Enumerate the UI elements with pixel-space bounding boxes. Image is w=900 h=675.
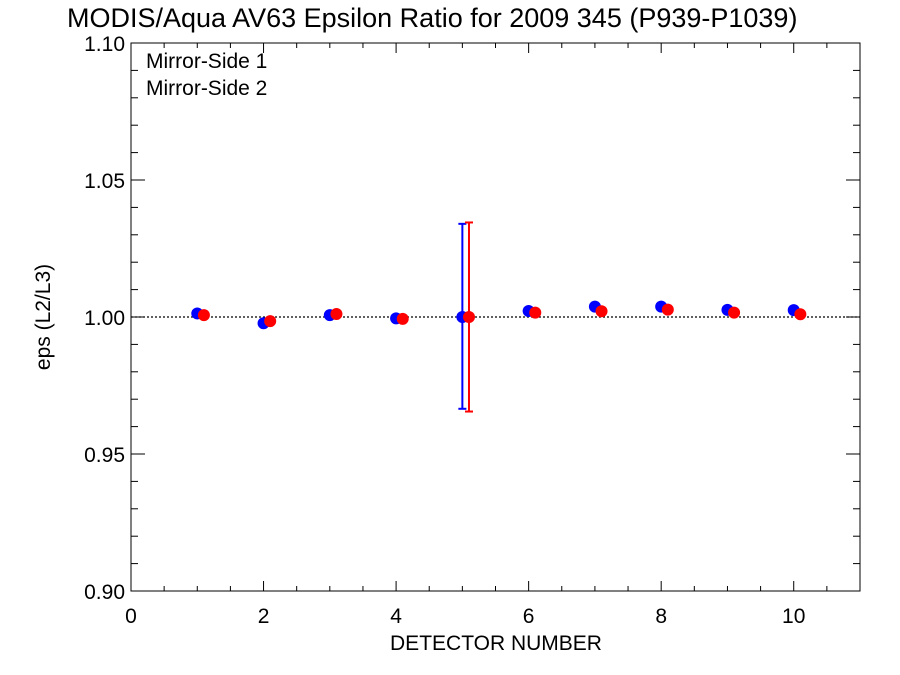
point-series2-detector1 xyxy=(197,309,210,322)
point-series2-detector6 xyxy=(529,306,542,319)
data-points xyxy=(191,300,807,330)
x-tick-label: 4 xyxy=(390,605,402,628)
point-series2-detector3 xyxy=(330,307,343,320)
y-tick-label: 0.90 xyxy=(84,581,125,604)
y-axis-label: eps (L2/L3) xyxy=(32,264,55,370)
x-tick-label: 0 xyxy=(125,605,137,628)
point-series2-detector10 xyxy=(794,308,807,321)
point-series2-detector9 xyxy=(728,306,741,319)
x-tick-label: 10 xyxy=(782,605,805,628)
y-tick-label: 0.95 xyxy=(84,444,125,467)
tick-labels: 0 2 4 6 8 10 0.90 0.95 1.00 1.05 1.10 xyxy=(84,33,805,628)
legend-entry-mirror-side-2: Mirror-Side 2 xyxy=(146,77,267,100)
point-series2-detector5 xyxy=(462,311,475,323)
x-tick-label: 8 xyxy=(655,605,667,628)
x-tick-label: 2 xyxy=(258,605,270,628)
point-series2-detector2 xyxy=(264,315,277,328)
axis-ticks xyxy=(130,42,860,592)
chart-title: MODIS/Aqua AV63 Epsilon Ratio for 2009 3… xyxy=(67,3,797,33)
legend-entry-mirror-side-1: Mirror-Side 1 xyxy=(146,50,267,73)
x-tick-label: 6 xyxy=(523,605,535,628)
x-axis-label: DETECTOR NUMBER xyxy=(390,632,602,655)
y-tick-label: 1.00 xyxy=(84,307,125,330)
point-series2-detector8 xyxy=(661,303,674,316)
point-series2-detector4 xyxy=(396,312,409,325)
y-tick-label: 1.05 xyxy=(84,170,125,193)
y-tick-label: 1.10 xyxy=(84,33,125,56)
point-series2-detector7 xyxy=(595,305,608,318)
